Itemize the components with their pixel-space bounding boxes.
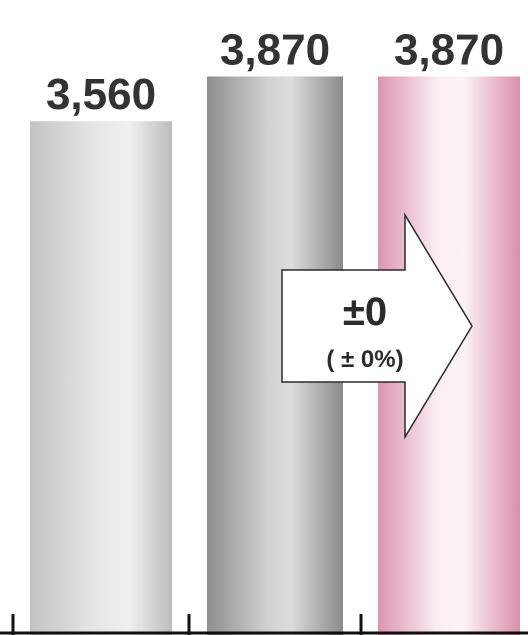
bar-1 [30, 121, 172, 635]
value-label-1: 3,560 [46, 70, 156, 119]
value-label-2: 3,870 [220, 25, 330, 74]
value-label-3: 3,870 [394, 25, 504, 74]
change-annotation: ±0 ( ± 0%) [281, 212, 473, 440]
value-labels-group: 3,560 3,870 3,870 [46, 25, 504, 119]
x-axis [0, 614, 528, 635]
arrow-right-icon [281, 212, 473, 440]
change-percent: ( ± 0%) [326, 346, 403, 373]
change-value: ±0 [343, 290, 387, 334]
